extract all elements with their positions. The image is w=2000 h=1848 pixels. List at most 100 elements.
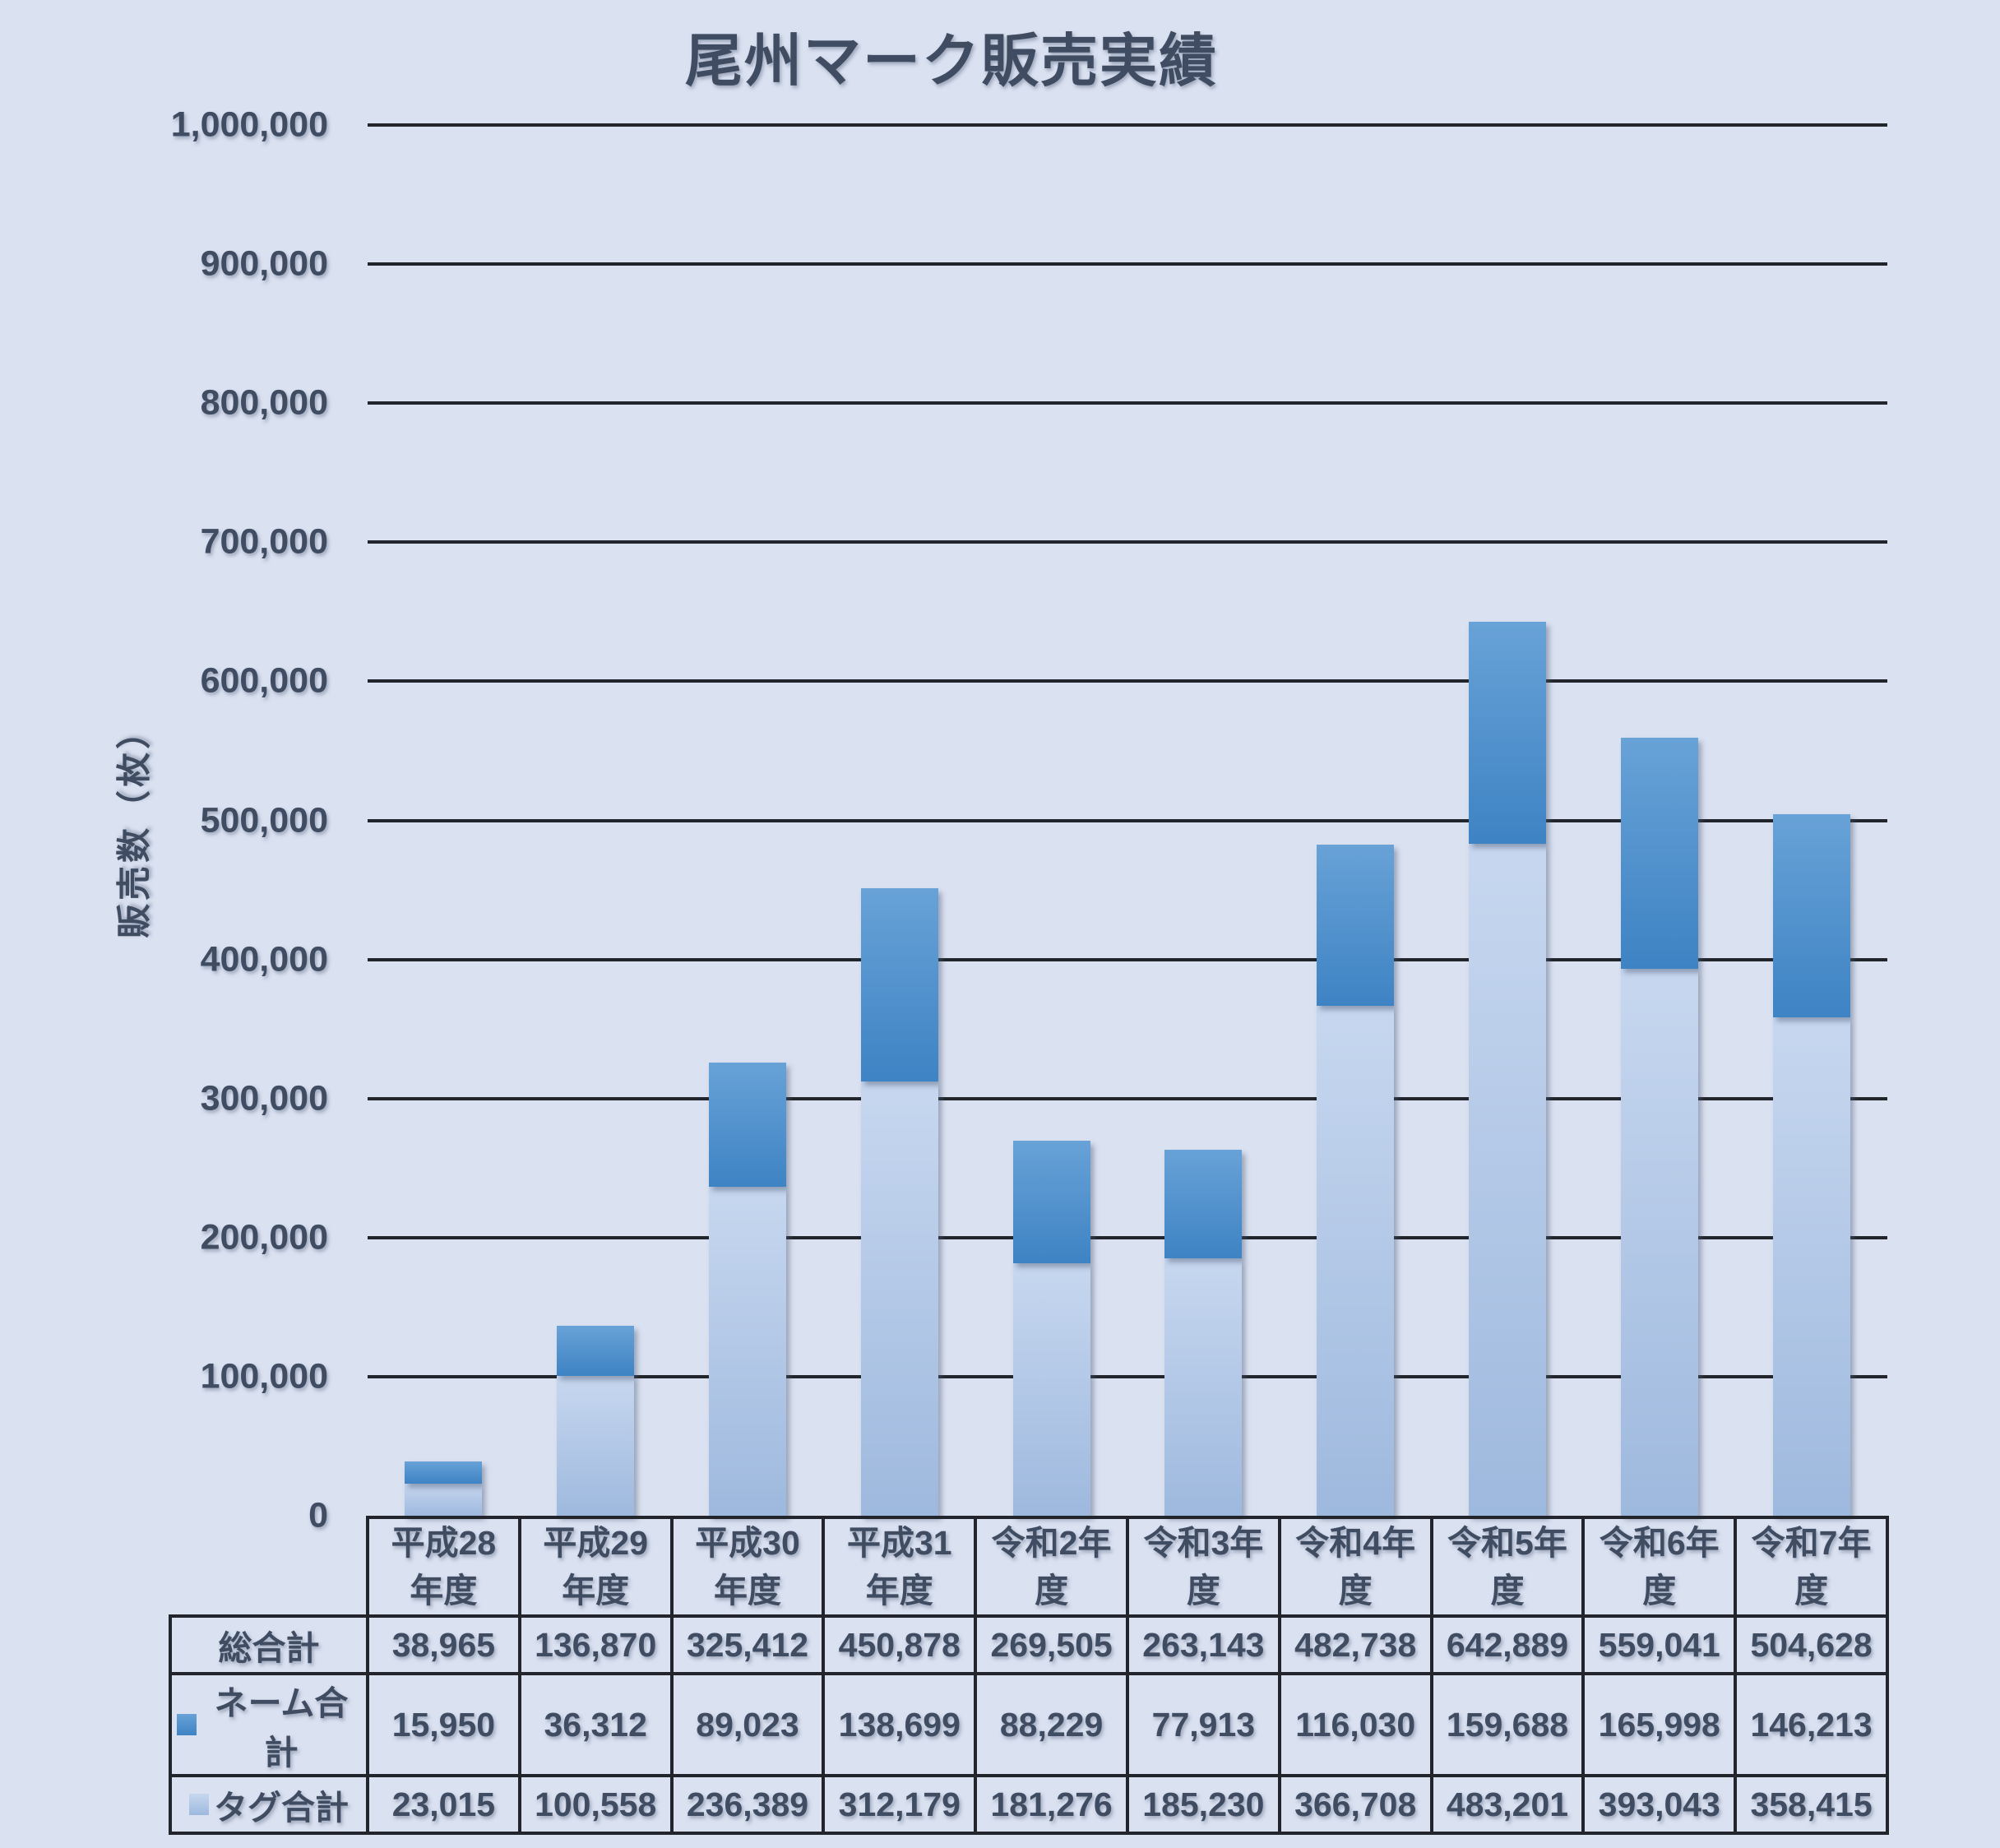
row-label-text: タグ合計: [214, 1789, 349, 1827]
table-value-cell: 181,276: [974, 1774, 1129, 1836]
table-value-cell: 146,213: [1734, 1672, 1889, 1778]
y-tick-label: 700,000: [200, 521, 328, 562]
table-value-cell: 504,628: [1734, 1614, 1889, 1676]
gridline: [368, 123, 1887, 127]
gridline: [368, 1374, 1887, 1378]
y-tick-label: 800,000: [200, 382, 328, 423]
bar-group: [557, 125, 635, 1516]
y-axis-ticks: 1,000,000 900,000 800,000 700,000 600,000 500…: [0, 105, 328, 1535]
table-header-cell-category: 令和5年 度: [1429, 1515, 1586, 1619]
row-label-cell: 総合計: [169, 1614, 369, 1676]
table-header-cell-category: 平成28 年度: [366, 1515, 521, 1619]
bar-group: [1469, 125, 1546, 1516]
table-value-cell: 482,738: [1277, 1614, 1433, 1676]
bar-segment-tag-total: [405, 1484, 483, 1516]
legend-key-tag-icon: [189, 1794, 209, 1816]
bar-segment-tag-total: [1772, 1017, 1850, 1516]
table-header-row: 平成28 年度 平成29 年度 平成30 年度 平成31 年度 令和2年 度令和3年 度…: [170, 1515, 1889, 1619]
y-tick-label: 400,000: [200, 939, 328, 980]
table-header-cell-category: 令和6年 度: [1581, 1515, 1738, 1619]
bar-segment-name-total: [1469, 622, 1546, 844]
table-header-cell-category: 令和2年 度: [974, 1515, 1129, 1619]
row-label-text: ネーム合計: [214, 1684, 349, 1772]
table-value-cell: 483,201: [1429, 1774, 1586, 1836]
gridline: [368, 957, 1887, 961]
bar-segment-name-total: [1012, 1141, 1090, 1263]
table-header-cell-category: 令和7年 度: [1734, 1515, 1889, 1619]
bar-segment-tag-total: [1469, 844, 1546, 1516]
y-tick-label: 600,000: [200, 660, 328, 701]
table-value-cell: 236,389: [669, 1774, 826, 1836]
table-header-cell-category: 平成29 年度: [517, 1515, 674, 1619]
bar-group: [1012, 125, 1090, 1516]
bar-group: [1620, 125, 1698, 1516]
y-tick-label: 900,000: [200, 243, 328, 284]
table-value-cell: 138,699: [822, 1672, 978, 1778]
table-value-cell: 116,030: [1277, 1672, 1433, 1778]
table-value-cell: 136,870: [517, 1614, 674, 1676]
bar-group: [1772, 125, 1850, 1516]
gridline: [368, 1235, 1887, 1239]
bar-group: [1317, 125, 1395, 1516]
bar-segment-tag-total: [860, 1081, 938, 1516]
bar-segment-name-total: [1317, 845, 1395, 1006]
row-label: タグ合計: [177, 1780, 361, 1829]
bar-segment-name-total: [1620, 738, 1698, 969]
y-tick-label: 500,000: [200, 800, 328, 840]
bar-segment-name-total: [709, 1063, 786, 1187]
bar-group: [1164, 125, 1243, 1516]
table-value-cell: 88,229: [974, 1672, 1129, 1778]
bar-segment-tag-total: [1620, 969, 1698, 1516]
table-value-cell: 642,889: [1429, 1614, 1586, 1676]
bar-segment-name-total: [405, 1461, 483, 1484]
table-row: タグ合計 23,015 100,558 236,389 312,179 181,276 18…: [169, 1774, 1889, 1836]
y-tick-label: 1,000,000: [170, 104, 328, 145]
table-header-cell-category: 平成30 年度: [669, 1515, 826, 1619]
bar-group: [405, 125, 483, 1516]
table-value-cell: 312,179: [822, 1774, 978, 1836]
row-label-cell: タグ合計: [169, 1774, 369, 1836]
bar-segment-name-total: [860, 888, 938, 1081]
table-value-cell: 366,708: [1277, 1774, 1433, 1836]
y-tick-label: 100,000: [200, 1356, 328, 1396]
row-label: ネーム合計: [177, 1677, 361, 1772]
table-value-cell: 15,950: [366, 1672, 521, 1778]
bar-segment-tag-total: [557, 1376, 635, 1516]
data-table: 平成28 年度 平成29 年度 平成30 年度 平成31 年度 令和2年 度令和3年 度…: [169, 1515, 1889, 1836]
bar-segment-tag-total: [709, 1187, 786, 1516]
table-value-cell: 36,312: [517, 1672, 674, 1778]
gridline: [368, 401, 1887, 405]
table-header-cell-category: 令和3年 度: [1125, 1515, 1281, 1619]
y-tick-label: 300,000: [200, 1078, 328, 1119]
table-value-cell: 100,558: [517, 1774, 674, 1836]
bar-group: [860, 125, 938, 1516]
table-header-cell-category: 令和4年 度: [1277, 1515, 1433, 1619]
bar-segment-name-total: [557, 1326, 635, 1376]
table-corner-blank: [170, 1517, 368, 1616]
plot-area: [368, 123, 1887, 1516]
legend-key-name-icon: [177, 1714, 197, 1736]
y-tick-label: 200,000: [200, 1217, 328, 1257]
table-value-cell: 165,998: [1581, 1672, 1738, 1778]
bar-segment-tag-total: [1012, 1263, 1090, 1516]
table-value-cell: 559,041: [1581, 1614, 1738, 1676]
table-row: 総合計 38,965 136,870 325,412 450,878 269,505 263…: [169, 1614, 1889, 1676]
table-value-cell: 23,015: [366, 1774, 521, 1836]
table-value-cell: 325,412: [669, 1614, 826, 1676]
gridline: [368, 1096, 1887, 1100]
bar-segment-tag-total: [1164, 1258, 1243, 1516]
table-value-cell: 38,965: [366, 1614, 521, 1676]
bar-segment-name-total: [1164, 1150, 1243, 1258]
table-value-cell: 89,023: [669, 1672, 826, 1778]
table-value-cell: 159,688: [1429, 1672, 1586, 1778]
table-value-cell: 185,230: [1125, 1774, 1281, 1836]
table-value-cell: 450,878: [822, 1614, 978, 1676]
table-value-cell: 393,043: [1581, 1774, 1738, 1836]
bar-segment-tag-total: [1317, 1006, 1395, 1516]
table-value-cell: 358,415: [1734, 1774, 1889, 1836]
gridline: [368, 679, 1887, 683]
row-label-text: 総合計: [218, 1629, 320, 1668]
y-tick-label: 0: [308, 1495, 328, 1535]
row-label: 総合計: [177, 1620, 361, 1670]
